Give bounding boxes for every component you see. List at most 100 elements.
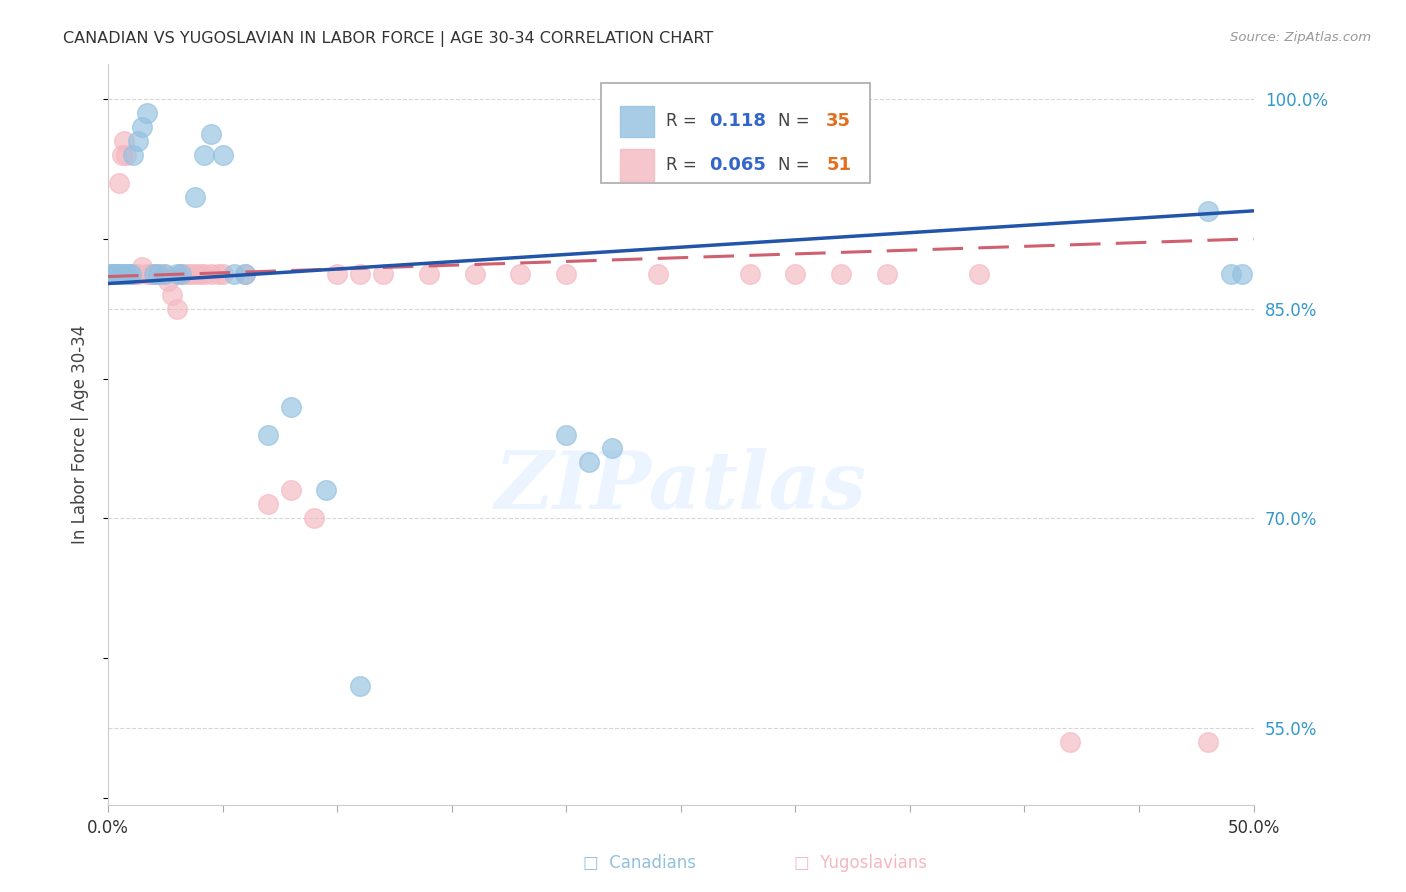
Point (148, 267, 170, 281)
Point (105, 267, 128, 281)
Point (200, 127, 222, 141)
Point (117, 267, 139, 281)
Point (349, 679, 371, 693)
Point (131, 260, 153, 274)
Point (105, 267, 128, 281)
Text: 51: 51 (827, 156, 851, 174)
Point (124, 267, 146, 281)
Point (315, 483, 337, 498)
Point (1197, 735, 1219, 749)
Text: ZIPatlas: ZIPatlas (495, 448, 868, 525)
Point (280, 483, 302, 498)
Point (127, 267, 149, 281)
Point (647, 267, 669, 281)
Point (166, 301, 188, 316)
Point (184, 267, 207, 281)
FancyBboxPatch shape (600, 83, 870, 183)
Point (152, 267, 174, 281)
Point (122, 267, 145, 281)
Point (464, 267, 486, 281)
Text: □  Canadians: □ Canadians (583, 855, 696, 872)
Text: 35: 35 (827, 112, 851, 130)
Point (170, 267, 193, 281)
Point (115, 267, 138, 281)
Point (112, 267, 135, 281)
FancyBboxPatch shape (620, 106, 654, 137)
Point (174, 267, 197, 281)
Point (115, 148, 138, 162)
Text: R =: R = (666, 112, 702, 130)
Point (138, 267, 160, 281)
Point (578, 455, 600, 469)
Point (142, 267, 165, 281)
Point (600, 442, 623, 456)
Point (155, 267, 177, 281)
Point (1197, 203, 1219, 218)
Point (1230, 267, 1253, 281)
Point (193, 148, 215, 162)
Point (302, 511, 325, 525)
Point (101, 267, 124, 281)
Y-axis label: In Labor Force | Age 30-34: In Labor Force | Age 30-34 (72, 325, 89, 544)
Text: N =: N = (778, 112, 815, 130)
Point (120, 267, 142, 281)
Text: R =: R = (666, 156, 702, 174)
Point (141, 267, 163, 281)
Point (127, 134, 149, 148)
Point (108, 267, 131, 281)
Point (166, 267, 188, 281)
Point (1219, 267, 1241, 281)
Point (111, 267, 134, 281)
Point (188, 267, 211, 281)
Point (104, 267, 127, 281)
Point (785, 267, 807, 281)
Point (371, 267, 394, 281)
Point (418, 267, 440, 281)
Point (235, 267, 257, 281)
Point (193, 267, 215, 281)
Text: Source: ZipAtlas.com: Source: ZipAtlas.com (1230, 31, 1371, 45)
Point (148, 267, 170, 281)
Point (555, 427, 578, 442)
FancyBboxPatch shape (620, 150, 654, 180)
Point (184, 190, 207, 204)
Point (211, 148, 233, 162)
Point (207, 267, 229, 281)
Point (98, 267, 121, 281)
Point (211, 267, 233, 281)
Text: 0.118: 0.118 (710, 112, 766, 130)
Point (142, 267, 165, 281)
Point (280, 400, 302, 414)
Point (200, 267, 222, 281)
Point (257, 427, 280, 442)
Point (830, 267, 852, 281)
Point (108, 176, 131, 190)
Point (349, 267, 371, 281)
Point (160, 287, 183, 301)
Point (101, 267, 124, 281)
Text: □  Yugoslavians: □ Yugoslavians (794, 855, 928, 872)
Point (122, 148, 145, 162)
Point (326, 267, 349, 281)
Point (876, 267, 898, 281)
Point (738, 267, 761, 281)
Point (509, 267, 531, 281)
Text: 0.065: 0.065 (710, 156, 766, 174)
Point (1059, 735, 1081, 749)
Point (117, 267, 139, 281)
Text: N =: N = (778, 156, 815, 174)
Point (136, 267, 159, 281)
Point (222, 267, 245, 281)
Point (235, 267, 257, 281)
Text: CANADIAN VS YUGOSLAVIAN IN LABOR FORCE | AGE 30-34 CORRELATION CHART: CANADIAN VS YUGOSLAVIAN IN LABOR FORCE |… (63, 31, 713, 47)
Point (136, 106, 159, 120)
Point (98, 267, 121, 281)
Point (131, 120, 153, 134)
Point (179, 267, 201, 281)
Point (111, 148, 134, 162)
Point (555, 267, 578, 281)
Point (967, 267, 990, 281)
Point (112, 134, 135, 148)
Point (120, 267, 142, 281)
Point (170, 267, 193, 281)
